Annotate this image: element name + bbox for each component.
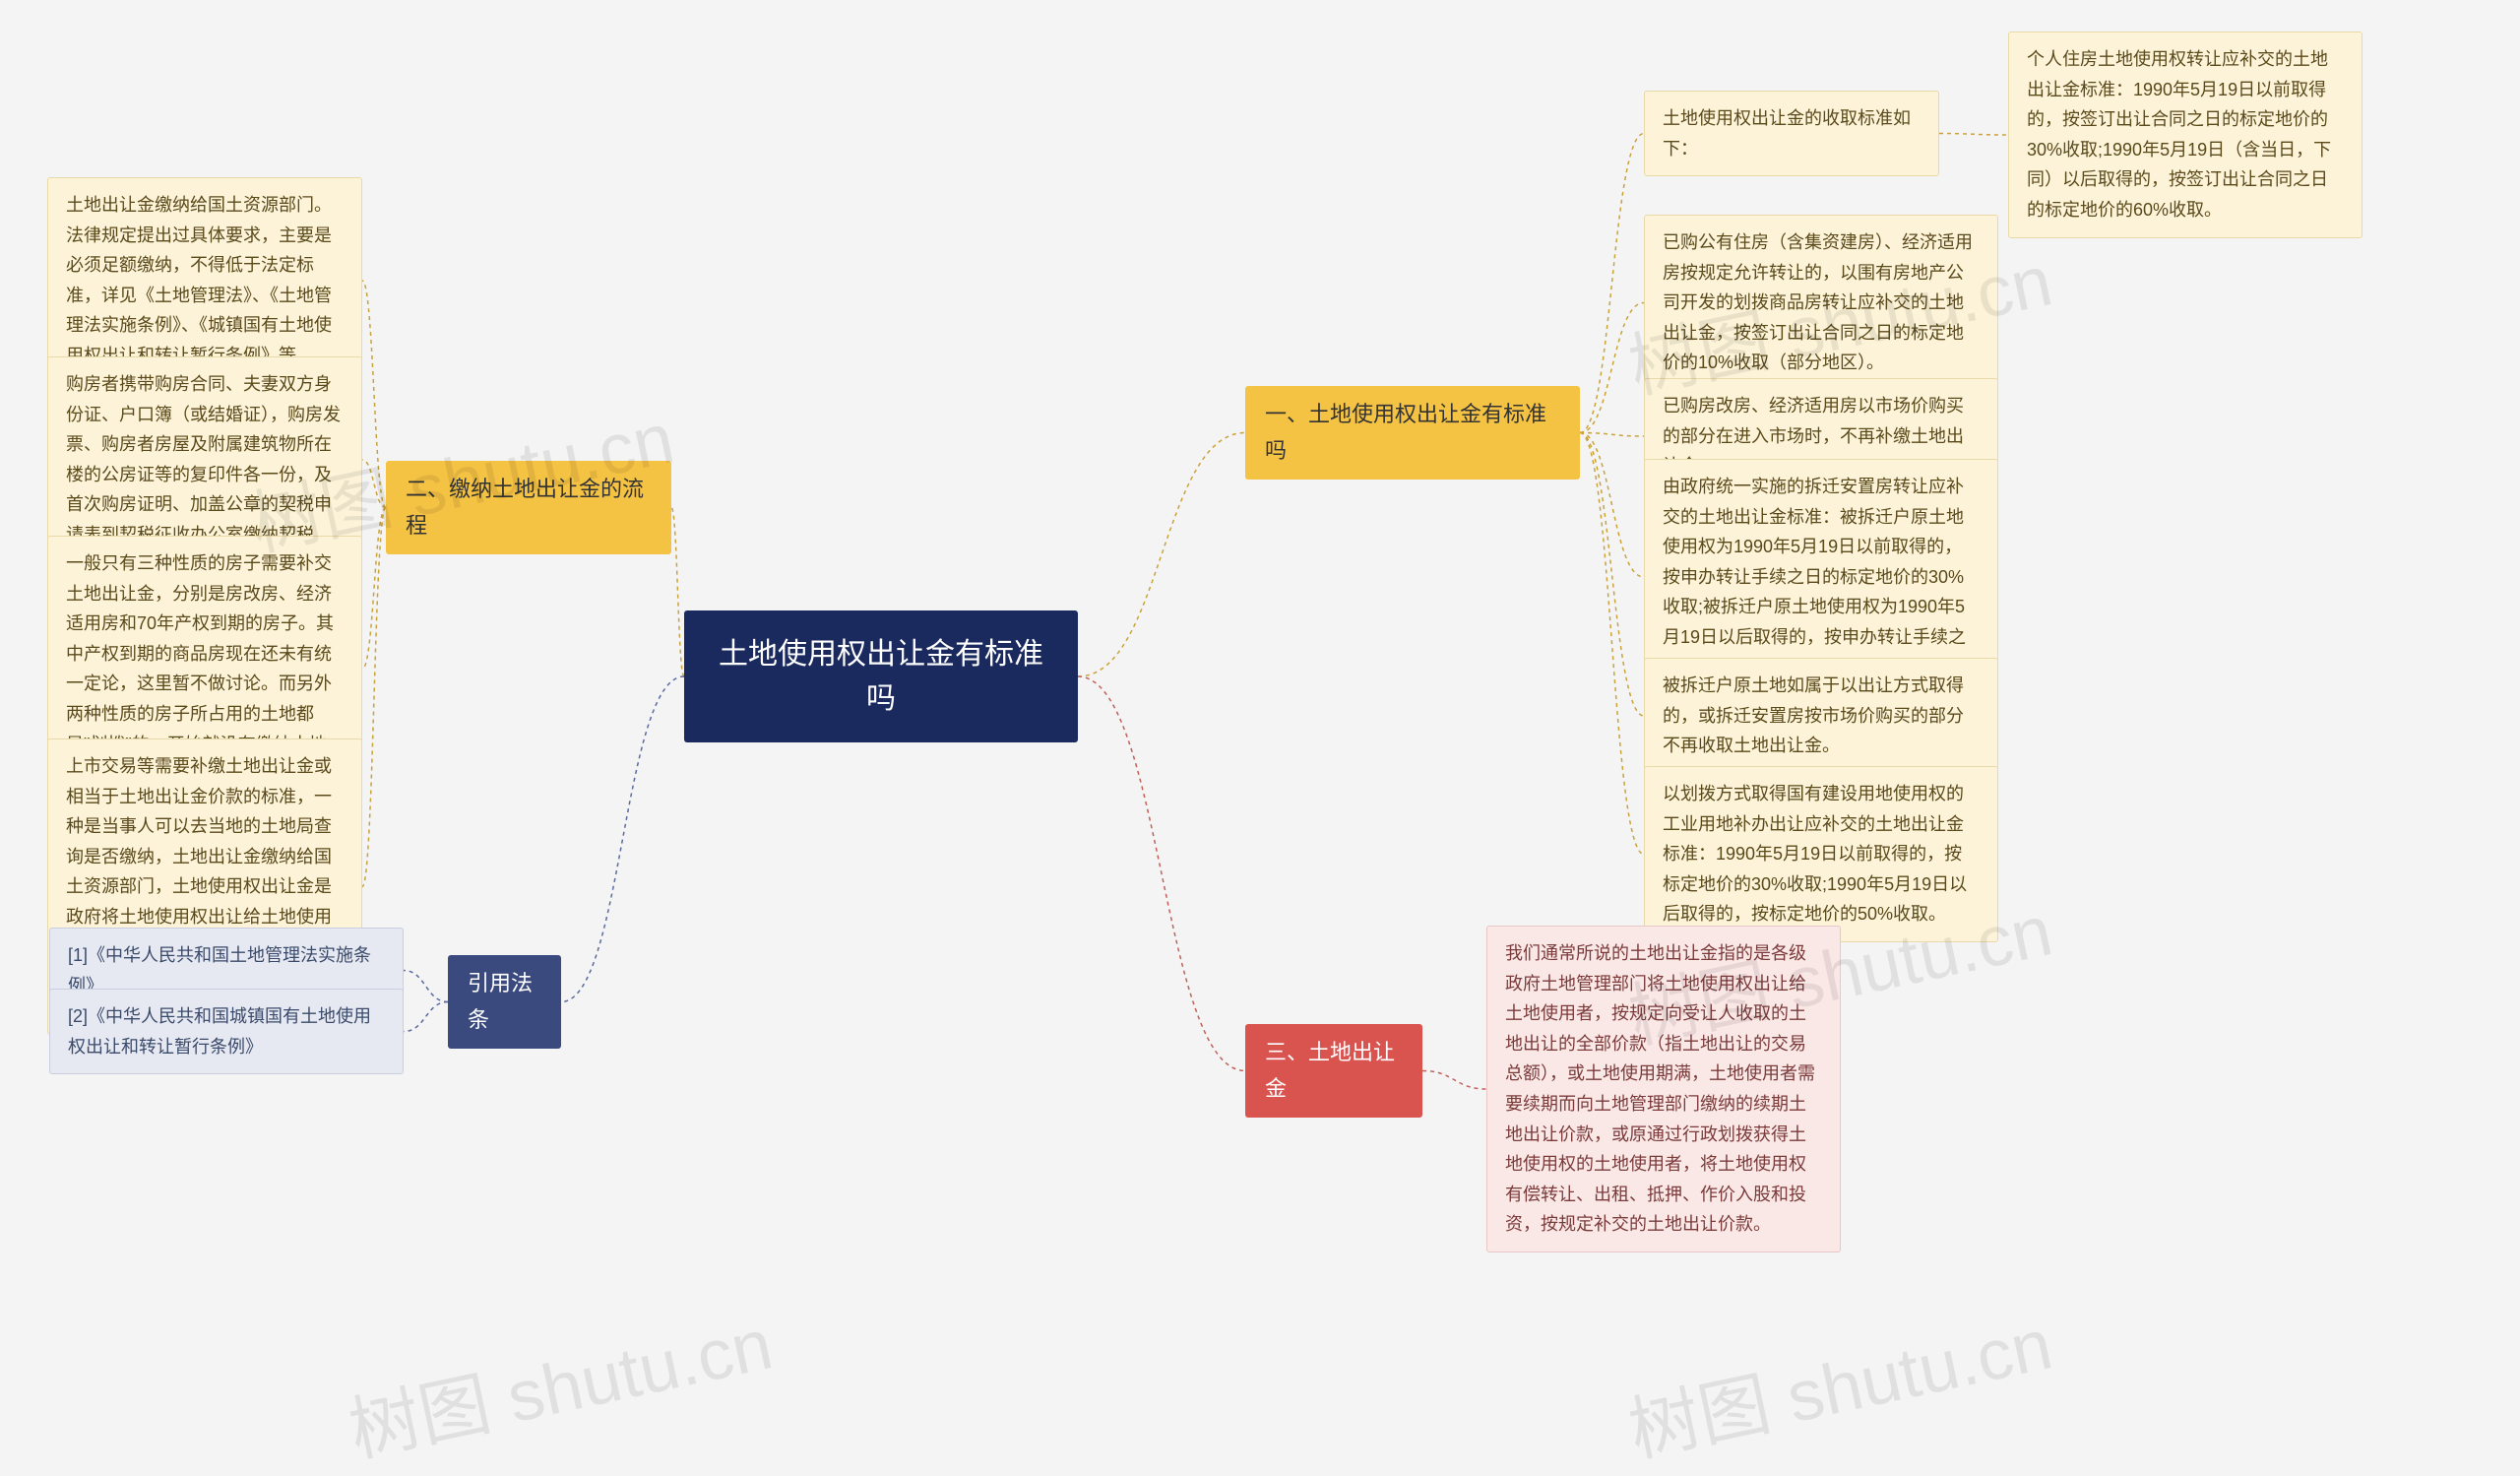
leaf-text: 土地使用权出让金的收取标准如下： [1663,108,1911,159]
leaf-2-2[interactable]: 购房者携带购房合同、夫妻双方身份证、户口簿（或结婚证），购房发票、购房者房屋及附… [47,356,362,563]
branch-1-label: 一、土地使用权出让金有标准吗 [1265,402,1546,463]
branch-3-label: 三、土地出让金 [1265,1040,1395,1101]
root-label: 土地使用权出让金有标准吗 [719,638,1043,715]
leaf-text: 被拆迁户原土地如属于以出让方式取得的，或拆迁安置房按市场价购买的部分不再收取土地… [1663,675,1964,755]
leaf-text: 已购公有住房（含集资建房）、经济适用房按规定允许转让的，以围有房地产公司开发的划… [1663,232,1973,372]
leaf-1-6[interactable]: 以划拨方式取得国有建设用地使用权的工业用地补办出让应补交的土地出让金标准：199… [1644,766,1998,942]
leaf-text: 由政府统一实施的拆迁安置房转让应补交的土地出让金标准：被拆迁户原土地使用权为19… [1663,477,1966,677]
watermark: 树图 shutu.cn [339,1286,780,1476]
watermark: 树图 shutu.cn [1618,1286,2059,1476]
leaf-1-1[interactable]: 土地使用权出让金的收取标准如下： [1644,91,1939,176]
leaf-1-1b[interactable]: 个人住房土地使用权转让应补交的土地出让金标准：1990年5月19日以前取得的，按… [2008,32,2362,238]
branch-3[interactable]: 三、土地出让金 [1245,1024,1422,1118]
branch-4-label: 引用法条 [468,971,533,1032]
leaf-4-2[interactable]: [2]《中华人民共和国城镇国有土地使用权出让和转让暂行条例》 [49,989,404,1074]
branch-4[interactable]: 引用法条 [448,955,561,1049]
leaf-text: 以划拨方式取得国有建设用地使用权的工业用地补办出让应补交的土地出让金标准：199… [1663,784,1967,924]
leaf-text: 我们通常所说的土地出让金指的是各级政府土地管理部门将土地使用权出让给土地使用者，… [1505,943,1815,1234]
leaf-text: 购房者携带购房合同、夫妻双方身份证、户口簿（或结婚证），购房发票、购房者房屋及附… [66,374,341,545]
branch-1[interactable]: 一、土地使用权出让金有标准吗 [1245,386,1580,480]
leaf-text: [2]《中华人民共和国城镇国有土地使用权出让和转让暂行条例》 [68,1006,371,1057]
leaf-1-5[interactable]: 被拆迁户原土地如属于以出让方式取得的，或拆迁安置房按市场价购买的部分不再收取土地… [1644,658,1998,774]
leaf-2-1[interactable]: 土地出让金缴纳给国土资源部门。法律规定提出过具体要求，主要是必须足额缴纳，不得低… [47,177,362,384]
leaf-1-2[interactable]: 已购公有住房（含集资建房）、经济适用房按规定允许转让的，以围有房地产公司开发的划… [1644,215,1998,391]
leaf-text: [1]《中华人民共和国土地管理法实施条例》 [68,945,371,995]
leaf-3-1[interactable]: 我们通常所说的土地出让金指的是各级政府土地管理部门将土地使用权出让给土地使用者，… [1486,926,1841,1252]
branch-2[interactable]: 二、缴纳土地出让金的流程 [386,461,671,554]
leaf-text: 个人住房土地使用权转让应补交的土地出让金标准：1990年5月19日以前取得的，按… [2027,49,2331,220]
branch-2-label: 二、缴纳土地出让金的流程 [406,477,644,538]
root-node[interactable]: 土地使用权出让金有标准吗 [684,610,1078,742]
leaf-text: 土地出让金缴纳给国土资源部门。法律规定提出过具体要求，主要是必须足额缴纳，不得低… [66,195,332,365]
